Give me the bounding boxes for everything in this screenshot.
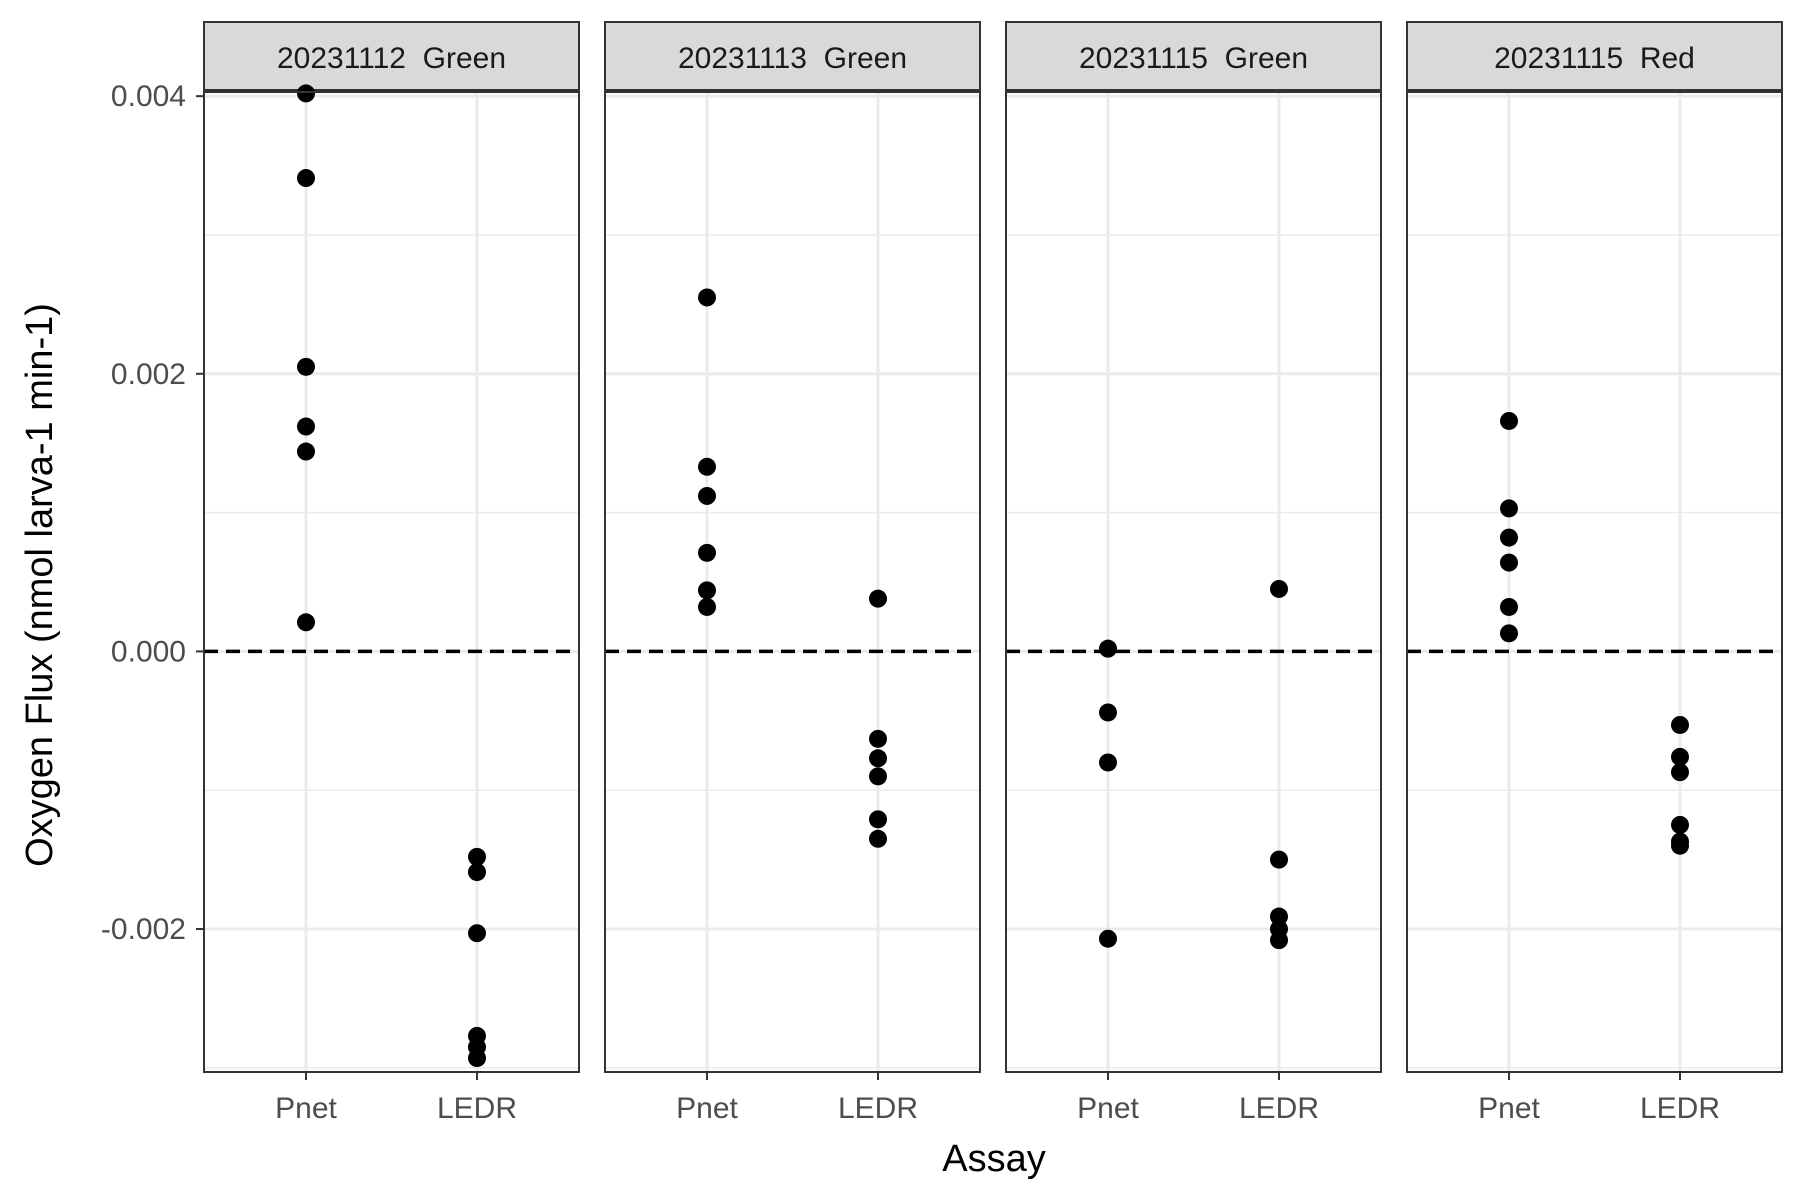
data-point-ledr (1671, 763, 1689, 782)
facet-strip (604, 21, 981, 91)
data-point-pnet (1099, 753, 1117, 772)
data-point-ledr (468, 863, 486, 882)
data-point-pnet (698, 581, 716, 600)
panel-4: 20231115 Red Pnet LEDR (1406, 21, 1783, 1125)
facet-strip-label: 20231113 Green (678, 42, 907, 75)
data-point-ledr (1270, 850, 1288, 869)
panel-background (1006, 92, 1381, 1072)
y-tick-label: 0.002 (111, 358, 186, 391)
data-point-pnet (297, 417, 315, 436)
data-point-pnet (1099, 703, 1117, 722)
panel-background (204, 92, 579, 1072)
data-point-pnet (1500, 411, 1518, 430)
y-tick-label: -0.002 (101, 913, 186, 946)
data-point-pnet (1500, 528, 1518, 547)
x-tick-label: Pnet (676, 1092, 738, 1125)
panel-3: 20231115 Green Pnet LEDR (1005, 21, 1382, 1125)
data-point-ledr (1671, 815, 1689, 834)
data-point-ledr (1671, 836, 1689, 855)
y-axis-title: Oxygen Flux (nmol larva-1 min-1) (19, 303, 61, 867)
data-point-pnet (1500, 499, 1518, 518)
facet-strip (1406, 21, 1783, 91)
data-point-pnet (698, 457, 716, 476)
data-point-pnet (297, 84, 315, 103)
data-point-pnet (698, 486, 716, 505)
data-point-pnet (297, 169, 315, 188)
x-tick-label: LEDR (1239, 1092, 1319, 1125)
data-point-ledr (1270, 907, 1288, 926)
y-axis: -0.002 0.000 0.002 0.004 (101, 80, 204, 946)
x-tick-label: Pnet (1478, 1092, 1540, 1125)
data-point-pnet (297, 613, 315, 632)
x-tick-label: LEDR (437, 1092, 517, 1125)
data-point-pnet (698, 597, 716, 616)
facet-strip-label: 20231115 Red (1494, 42, 1695, 75)
data-point-pnet (1500, 553, 1518, 572)
facet-strip (203, 21, 580, 91)
panel-border (604, 91, 981, 1073)
data-point-ledr (1270, 579, 1288, 598)
data-point-ledr (869, 829, 887, 848)
data-point-ledr (1270, 931, 1288, 950)
panels: 20231112 Green Pnet LEDR 20231113 Green Pnet… (203, 21, 1783, 1125)
data-point-pnet (297, 357, 315, 376)
y-tick-label: 0.004 (111, 80, 186, 113)
panel-background (605, 92, 980, 1072)
x-tick-label: Pnet (1077, 1092, 1139, 1125)
data-point-pnet (1099, 639, 1117, 658)
data-point-ledr (1671, 715, 1689, 734)
data-point-ledr (468, 924, 486, 943)
panel-border (1406, 91, 1783, 1073)
data-point-pnet (698, 543, 716, 562)
data-point-pnet (1099, 929, 1117, 948)
data-point-ledr (468, 847, 486, 866)
data-point-ledr (869, 729, 887, 748)
data-point-ledr (869, 767, 887, 786)
panel-1: 20231112 Green Pnet LEDR (203, 21, 580, 1125)
panel-border (1005, 91, 1382, 1073)
facet-strip-label: 20231112 Green (277, 42, 506, 75)
panel-border (203, 91, 580, 1073)
panel-background (1407, 92, 1782, 1072)
x-axis-title: Assay (942, 1138, 1045, 1180)
data-point-pnet (297, 442, 315, 461)
data-point-pnet (1500, 597, 1518, 616)
data-point-ledr (1671, 747, 1689, 766)
data-point-pnet (698, 288, 716, 307)
panel-2: 20231113 Green Pnet LEDR (604, 21, 981, 1125)
x-tick-label: LEDR (838, 1092, 918, 1125)
data-point-ledr (869, 749, 887, 768)
data-point-pnet (1500, 624, 1518, 643)
facet-strip (1005, 21, 1382, 91)
data-point-ledr (869, 589, 887, 608)
x-tick-label: Pnet (275, 1092, 337, 1125)
data-point-ledr (468, 1049, 486, 1068)
facet-strip-label: 20231115 Green (1079, 42, 1308, 75)
x-tick-label: LEDR (1640, 1092, 1720, 1125)
y-tick-label: 0.000 (111, 635, 186, 668)
data-point-ledr (869, 810, 887, 829)
